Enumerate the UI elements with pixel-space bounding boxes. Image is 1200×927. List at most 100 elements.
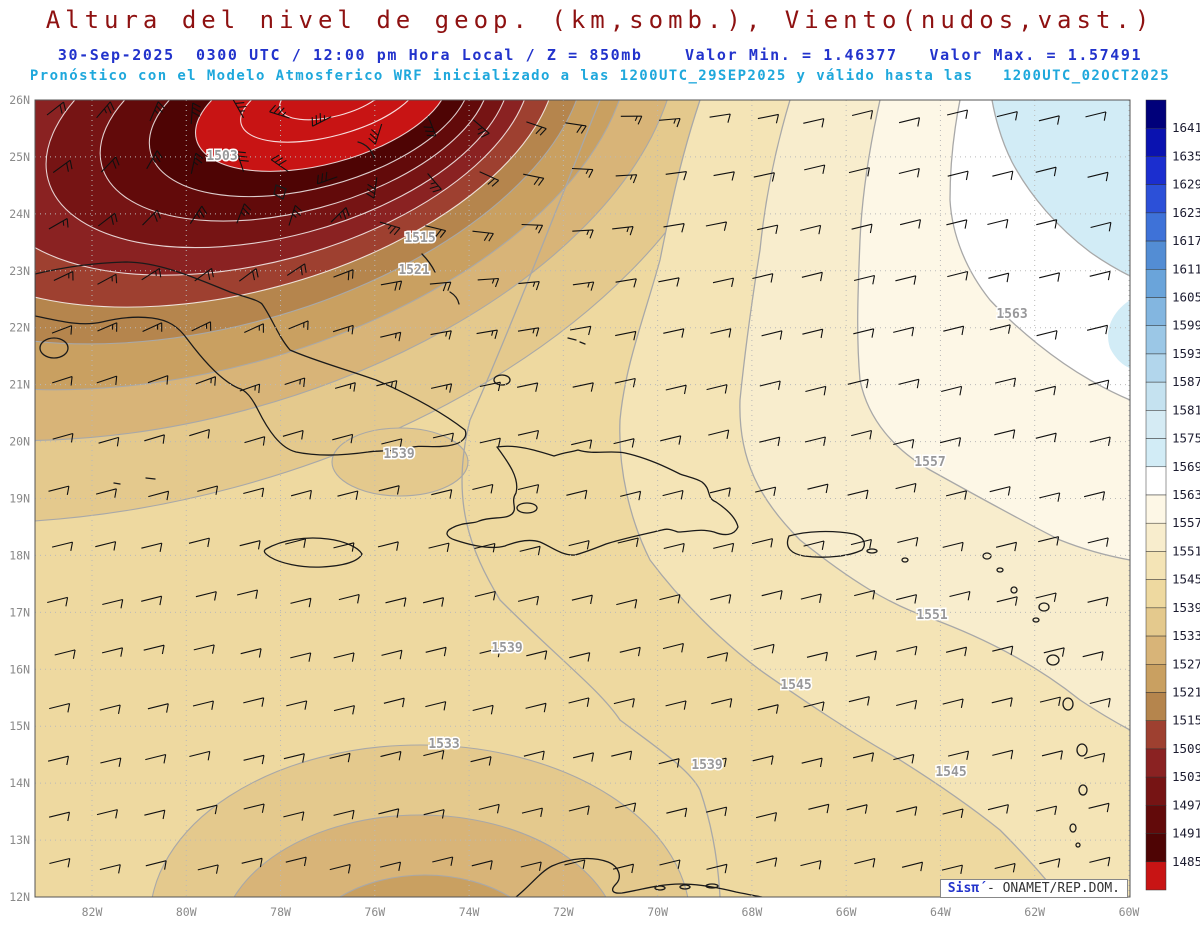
wind-barb bbox=[193, 644, 215, 654]
wind-barb bbox=[1086, 324, 1109, 335]
colorbar-value: 1599 bbox=[1172, 318, 1200, 333]
wind-barb bbox=[617, 537, 639, 547]
wind-barb bbox=[803, 118, 825, 128]
wind-barb bbox=[425, 701, 447, 711]
wind-barb bbox=[52, 432, 74, 443]
wind-barb bbox=[896, 806, 918, 816]
colorbar-value: 1635 bbox=[1172, 148, 1200, 163]
wind-barb bbox=[987, 804, 1009, 814]
wind-barb bbox=[665, 171, 688, 181]
wind-barb bbox=[761, 330, 783, 340]
wind-barb bbox=[898, 378, 920, 389]
wind-barb bbox=[572, 229, 594, 239]
wind-barb bbox=[243, 487, 265, 498]
coastline-puerto-rico bbox=[786, 530, 865, 558]
wind-barb bbox=[801, 757, 823, 768]
wind-barb bbox=[145, 860, 167, 870]
lat-tick-label: 20N bbox=[9, 435, 30, 449]
wind-barb bbox=[333, 542, 355, 552]
wind-barb bbox=[48, 485, 70, 495]
wind-barb bbox=[195, 376, 217, 386]
wind-barb bbox=[189, 428, 210, 439]
colorbar-value: 1545 bbox=[1172, 572, 1200, 587]
wind-barb bbox=[288, 320, 309, 330]
wind-barb bbox=[141, 542, 163, 553]
wind-barb bbox=[101, 647, 124, 657]
wind-barb bbox=[243, 697, 265, 707]
lon-tick-label: 64W bbox=[930, 905, 951, 919]
wind-barb bbox=[474, 590, 496, 601]
wind-barb bbox=[946, 219, 968, 229]
wind-barb bbox=[290, 489, 312, 500]
colorbar-value: 1491 bbox=[1172, 826, 1200, 841]
colorbar-value: 1497 bbox=[1172, 797, 1200, 812]
wind-barb bbox=[517, 327, 540, 337]
wind-barb bbox=[615, 330, 637, 341]
wind-barb bbox=[666, 807, 688, 818]
wind-barb bbox=[1036, 330, 1058, 340]
wind-barb bbox=[478, 803, 500, 814]
wind-barb bbox=[366, 177, 378, 199]
wind-barb bbox=[519, 545, 541, 556]
wind-barb bbox=[756, 857, 778, 867]
wind-barbs bbox=[46, 100, 1112, 874]
wind-barb bbox=[896, 699, 918, 710]
wind-barb bbox=[709, 487, 731, 497]
wind-barb bbox=[49, 702, 71, 713]
wind-barb bbox=[711, 698, 733, 708]
wind-barb bbox=[283, 811, 305, 821]
wind-barb bbox=[800, 860, 822, 870]
wind-barb bbox=[942, 541, 964, 552]
colorbar-segment bbox=[1145, 607, 1167, 637]
wind-barb bbox=[705, 221, 728, 231]
wind-barb bbox=[808, 803, 830, 814]
wind-barb bbox=[49, 857, 71, 868]
wind-barb bbox=[380, 750, 402, 761]
wind-barb bbox=[190, 152, 204, 174]
wind-barb bbox=[761, 590, 783, 600]
wind-barb bbox=[377, 541, 399, 551]
colorbar-value: 1623 bbox=[1172, 205, 1200, 220]
plot-border bbox=[34, 99, 1131, 898]
watermark: Sisπ́ - ONAMET/REP.DOM. bbox=[939, 879, 1128, 898]
wind-barb bbox=[619, 646, 641, 657]
contour-1551 bbox=[739, 100, 1130, 731]
wind-barb bbox=[708, 429, 730, 440]
colorbar-segment bbox=[1145, 861, 1167, 891]
wind-barb bbox=[854, 857, 876, 868]
wind-barb bbox=[851, 109, 874, 120]
lat-tick-label: 15N bbox=[9, 719, 30, 733]
wind-barb bbox=[333, 809, 355, 820]
wind-barb bbox=[149, 101, 165, 122]
wind-barb bbox=[333, 269, 354, 281]
wind-barb bbox=[1088, 802, 1110, 813]
wind-barb bbox=[518, 281, 540, 291]
lon-tick-label: 60W bbox=[1119, 905, 1140, 919]
wind-barb bbox=[520, 861, 542, 871]
wind-barb bbox=[517, 595, 540, 606]
wind-barb bbox=[710, 594, 732, 604]
wind-barb bbox=[194, 267, 214, 282]
wind-barb bbox=[334, 382, 356, 392]
wind-barb bbox=[1089, 436, 1111, 447]
wind-barb bbox=[1038, 536, 1060, 546]
wind-barb bbox=[852, 752, 875, 762]
wind-barb bbox=[898, 167, 920, 178]
wind-barb bbox=[991, 697, 1013, 707]
wind-barb bbox=[895, 275, 917, 285]
wind-barb bbox=[897, 536, 919, 547]
wind-barb bbox=[381, 438, 403, 448]
wind-barb bbox=[95, 488, 117, 498]
subtitle-validtime: 30-Sep-2025 0300 UTC / 12:00 pm Hora Loc… bbox=[57, 46, 1143, 64]
lat-tick-label: 26N bbox=[9, 93, 30, 107]
wind-barb bbox=[285, 856, 307, 867]
wind-barb bbox=[713, 542, 735, 553]
wind-barb bbox=[142, 209, 161, 226]
wind-barb bbox=[568, 697, 590, 707]
wind-barb bbox=[1039, 696, 1061, 707]
wind-barb bbox=[425, 646, 447, 657]
wind-barb bbox=[1089, 697, 1111, 708]
wind-barb bbox=[197, 864, 219, 874]
colorbar-segment bbox=[1145, 579, 1167, 609]
